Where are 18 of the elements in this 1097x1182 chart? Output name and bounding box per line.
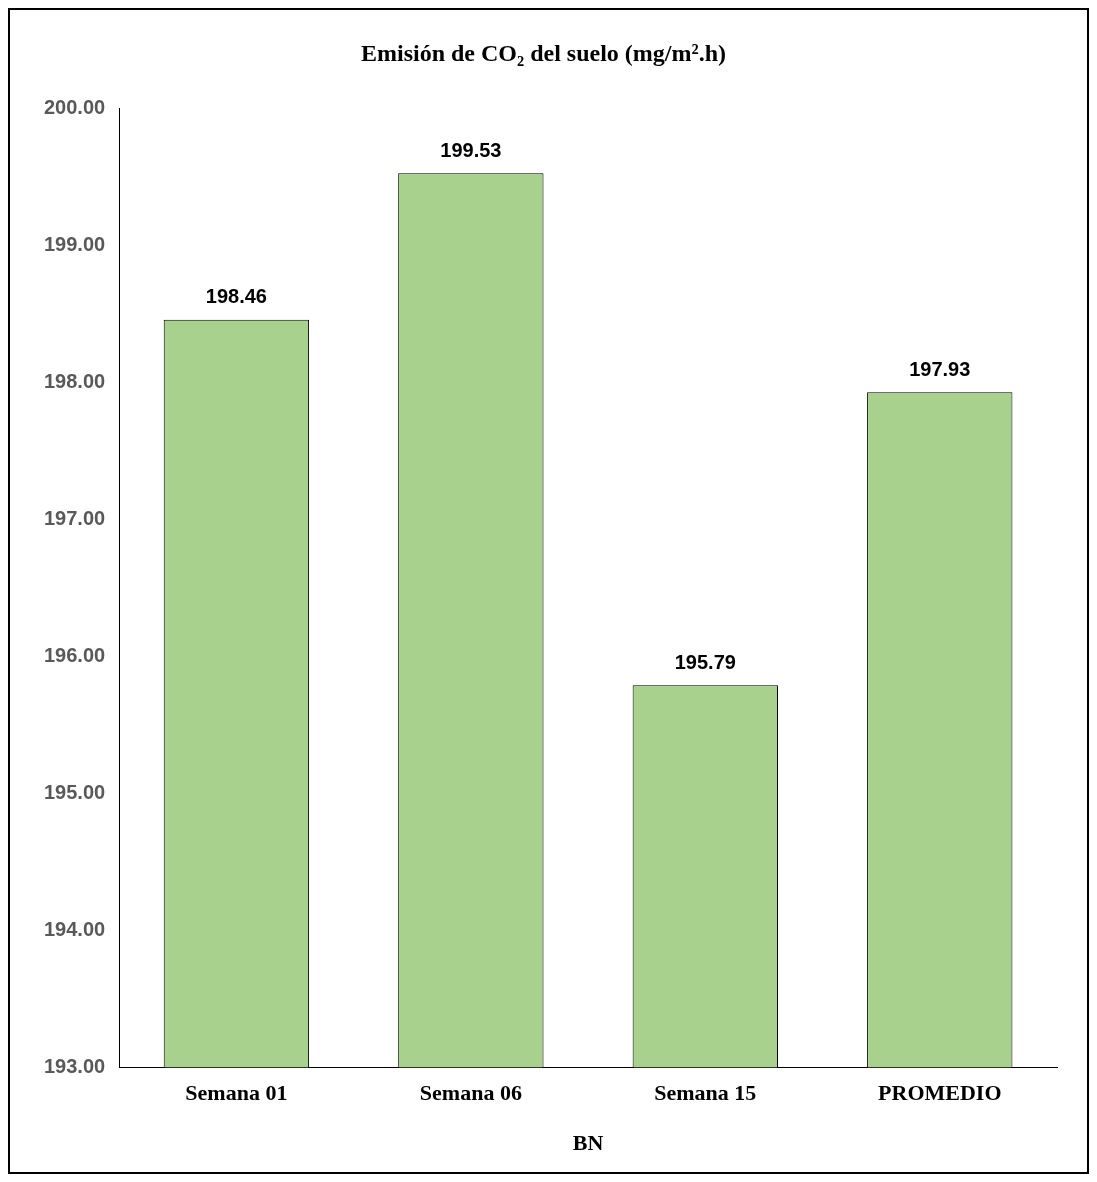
- chart-title: Emisión de CO₂ del suelo (mg/m².h): [360, 39, 727, 66]
- data-label: 195.79: [674, 650, 736, 673]
- x-axis-title: BN: [572, 1130, 604, 1156]
- y-tick-label: 199.00: [44, 233, 106, 256]
- x-tick-label: Semana 01: [185, 1080, 288, 1106]
- data-label: 197.93: [909, 357, 971, 380]
- x-tick-label: Semana 06: [419, 1080, 522, 1106]
- y-tick-label: 198.00: [44, 370, 106, 393]
- data-label: 198.46: [205, 285, 267, 308]
- x-tick-label: Semana 15: [654, 1080, 757, 1106]
- data-label: 199.53: [440, 138, 502, 161]
- x-tick-label: PROMEDIO: [878, 1080, 1002, 1106]
- y-tick-label: 193.00: [44, 1054, 106, 1077]
- y-tick-label: 200.00: [44, 96, 106, 119]
- y-tick-label: 197.00: [44, 507, 106, 530]
- y-tick-label: 194.00: [44, 917, 106, 940]
- y-tick-label: 196.00: [44, 643, 106, 666]
- y-tick-label: 195.00: [44, 780, 106, 803]
